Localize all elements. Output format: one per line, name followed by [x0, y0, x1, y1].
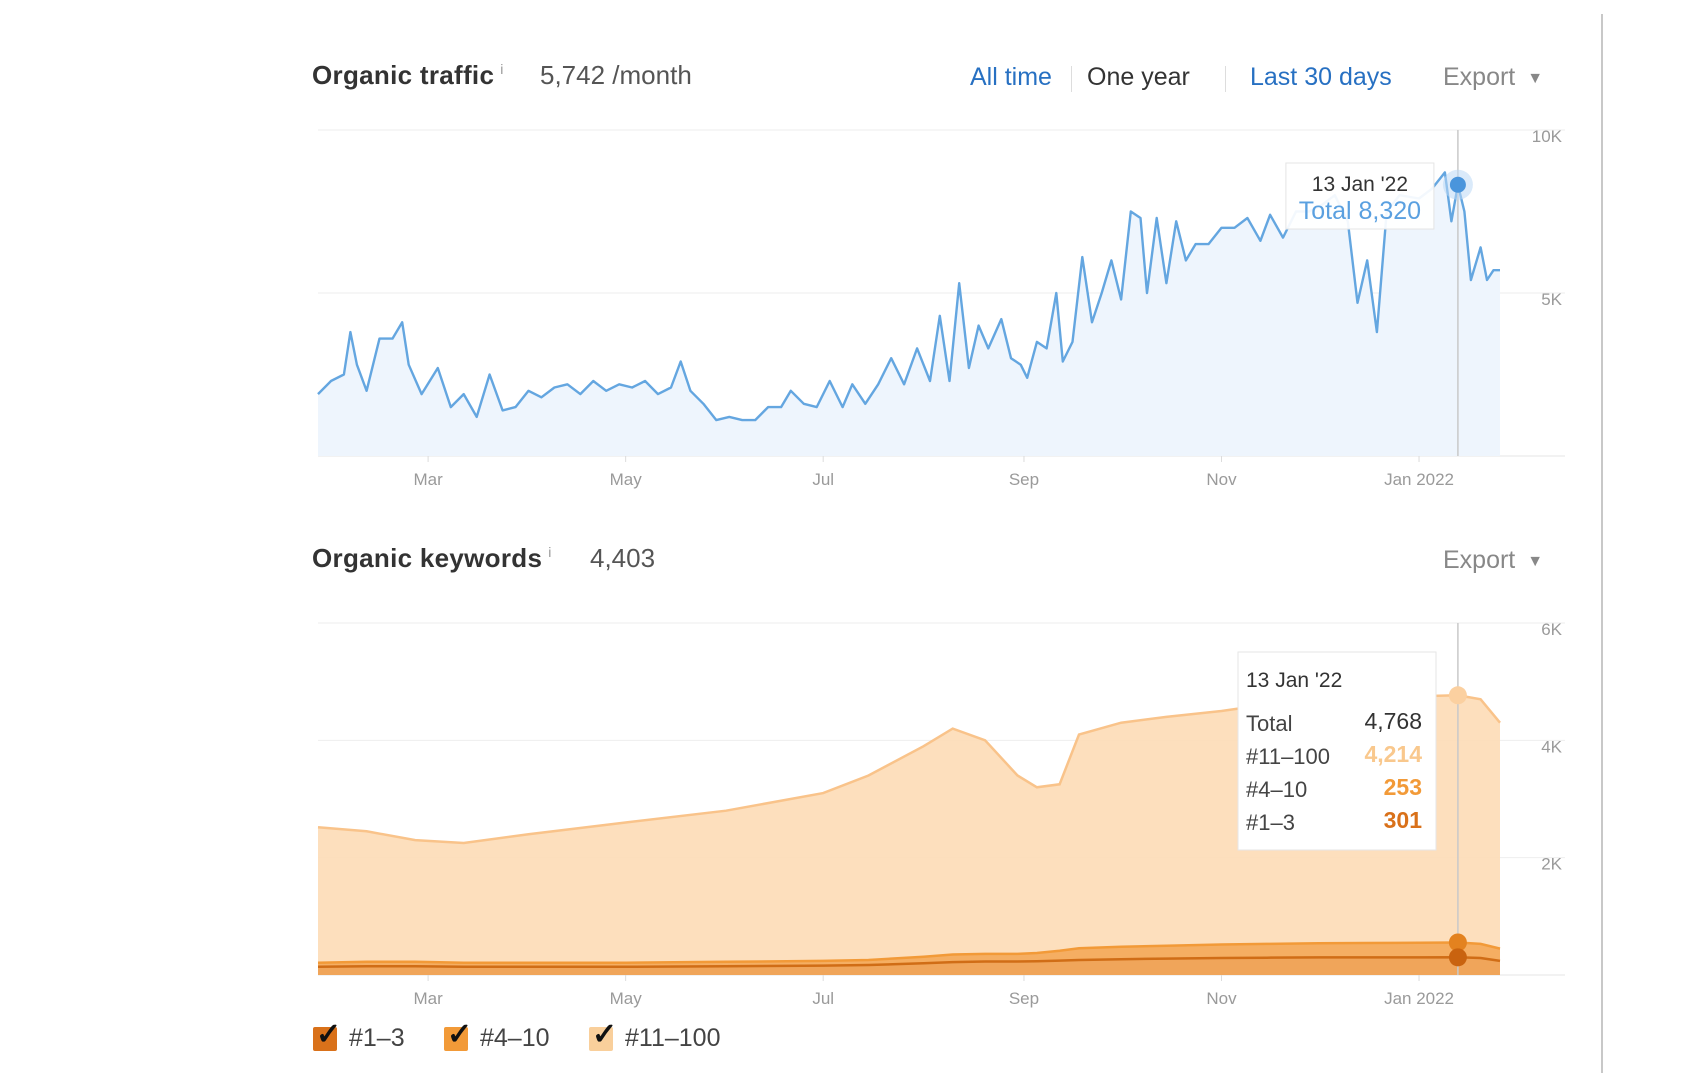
chevron-down-icon: ▼	[1527, 70, 1544, 87]
traffic-export-label: Export	[1443, 63, 1516, 91]
y-tick-label: 2K	[1541, 855, 1562, 874]
legend-item-4-10[interactable]: ✓ #4–10	[444, 1019, 550, 1053]
keywords-value: 4,403	[590, 543, 656, 573]
tooltip-box	[1237, 651, 1437, 851]
tooltip-row-label: Total	[1246, 711, 1292, 736]
tooltip-date: 13 Jan '22	[1312, 173, 1408, 196]
x-tick-label: Sep	[1009, 470, 1039, 489]
tooltip-row-value: 301	[1384, 807, 1423, 833]
x-tick-label: Jul	[812, 989, 834, 1008]
legend-label: #11–100	[625, 1024, 721, 1052]
tooltip-box	[1285, 162, 1435, 230]
x-tick-label: May	[610, 470, 643, 489]
keywords-title-text: Organic keywords	[312, 543, 543, 573]
legend-item-1-3[interactable]: ✓ #1–3	[313, 1019, 405, 1053]
chevron-down-icon: ▼	[1527, 553, 1544, 570]
tab-one-year[interactable]: One year	[1087, 63, 1190, 91]
traffic-area	[318, 172, 1500, 456]
tab-separator	[1225, 66, 1226, 92]
keywords-chart[interactable]: 6K 4K 2K Mar May Jul Sep Nov Jan 2022 13 Jan '22 T…	[317, 620, 1565, 1008]
tooltip-row-label: #1–3	[1246, 810, 1295, 835]
series-4-10-line	[317, 941, 1501, 964]
keywords-export-button[interactable]: Export ▼	[1443, 546, 1543, 575]
traffic-export-button[interactable]: Export ▼	[1443, 63, 1543, 92]
checkmark-icon: ✓	[447, 1017, 473, 1051]
tooltip-row-label: #4–10	[1246, 777, 1307, 802]
legend-label: #1–3	[349, 1024, 405, 1052]
series-1-3-area	[318, 957, 1500, 975]
traffic-title: Organic traffic i	[312, 60, 504, 91]
traffic-info-icon[interactable]: i	[500, 61, 504, 78]
tooltip-date: 13 Jan '22	[1246, 669, 1342, 692]
legend-checkbox[interactable]: ✓	[444, 1019, 472, 1051]
y-tick-label: 4K	[1541, 737, 1562, 756]
y-tick-label: 5K	[1541, 290, 1562, 309]
tooltip-point-11-100	[1448, 686, 1467, 705]
series-11-100-area	[318, 695, 1500, 963]
legend-label: #4–10	[480, 1024, 550, 1052]
tab-last-30-days[interactable]: Last 30 days	[1250, 63, 1392, 91]
x-tick-label: Jan 2022	[1384, 470, 1454, 489]
y-tick-label: 10K	[1532, 127, 1563, 146]
x-tick-label: Jul	[812, 470, 834, 489]
traffic-value: 5,742 /month	[540, 60, 692, 90]
tooltip-total: Total 8,320	[1299, 197, 1421, 225]
x-tick-label: Mar	[413, 470, 443, 489]
x-tick-label: May	[610, 989, 643, 1008]
tooltip-point-4-10	[1448, 933, 1467, 952]
page-divider	[1601, 14, 1603, 1073]
keywords-header: Organic keywords i 4,403 Export ▼	[312, 543, 1552, 583]
tooltip-row-value: 253	[1384, 774, 1422, 800]
tooltip-row-value: 4,768	[1364, 708, 1422, 734]
traffic-header: Organic traffic i 5,742 /month All time O…	[312, 60, 1552, 100]
checkmark-icon: ✓	[316, 1017, 342, 1051]
tooltip-row-value: 4,214	[1364, 741, 1422, 767]
legend-item-11-100[interactable]: ✓ #11–100	[589, 1019, 721, 1053]
tooltip-point	[1449, 176, 1466, 193]
x-tick-label: Sep	[1009, 989, 1039, 1008]
x-tick-label: Mar	[413, 989, 443, 1008]
legend-checkbox[interactable]: ✓	[313, 1019, 341, 1051]
x-tick-label: Nov	[1206, 470, 1237, 489]
series-4-10-area	[318, 942, 1500, 967]
tab-all-time[interactable]: All time	[970, 63, 1052, 91]
traffic-title-text: Organic traffic	[312, 60, 495, 90]
keywords-info-icon[interactable]: i	[548, 544, 552, 561]
series-1-3-line	[317, 956, 1501, 969]
checkmark-icon: ✓	[592, 1017, 618, 1051]
y-tick-label: 6K	[1541, 620, 1562, 639]
tab-separator	[1071, 66, 1072, 92]
x-tick-label: Jan 2022	[1384, 989, 1454, 1008]
x-tick-label: Nov	[1206, 989, 1237, 1008]
keywords-export-label: Export	[1443, 546, 1516, 574]
keywords-title: Organic keywords i	[312, 543, 552, 574]
tooltip-point-1-3	[1448, 948, 1467, 967]
tooltip-row-label: #11–100	[1246, 744, 1330, 769]
legend-checkbox[interactable]: ✓	[589, 1019, 617, 1051]
traffic-chart[interactable]: 10K 5K Mar May Jul Sep Nov Jan 2022 13 Jan '22To…	[317, 127, 1565, 489]
